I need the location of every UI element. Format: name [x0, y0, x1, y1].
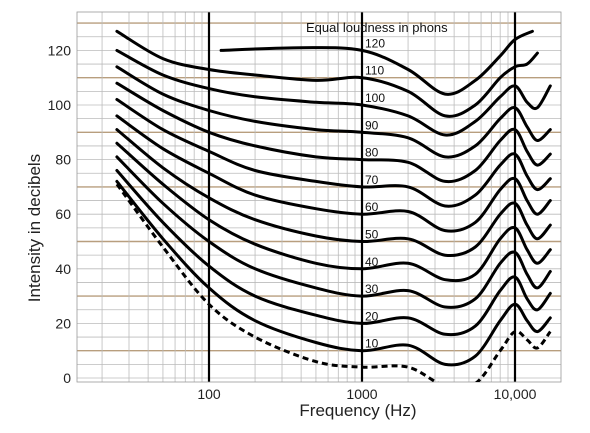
y-tick-label: 0 [63, 370, 71, 386]
phon-label: 20 [365, 309, 379, 323]
curve-70-phon [115, 98, 552, 208]
y-axis-label: Intensity in decibels [25, 154, 44, 302]
threshold-curve [115, 183, 552, 382]
curve-30-phon [115, 155, 552, 309]
phon-label: 50 [365, 228, 379, 242]
y-tick-label: 20 [55, 315, 71, 331]
x-tick-label: 100 [197, 386, 221, 402]
curve-60-phon [115, 114, 552, 233]
curve-90-phon [115, 65, 552, 159]
phon-label: 90 [365, 118, 379, 132]
x-axis-ticks: 100 1000 10,000 [197, 386, 536, 402]
phon-label: 80 [365, 146, 379, 160]
y-tick-label: 40 [55, 261, 71, 277]
curve-110-phon [115, 29, 539, 118]
y-tick-label: 80 [55, 152, 71, 168]
curve-80-phon [115, 81, 552, 184]
phon-label: 10 [365, 337, 379, 351]
curve-100-phon [115, 48, 552, 137]
chart-title: Equal loudness in phons [306, 20, 448, 35]
x-tick-label: 10,000 [494, 386, 537, 402]
phon-label: 60 [365, 200, 379, 214]
y-tick-label: 120 [48, 42, 72, 58]
phon-label: 100 [365, 91, 385, 105]
y-axis-ticks: 0 20 40 60 80 100 120 [48, 42, 72, 386]
phon-label: 110 [365, 64, 384, 78]
loudness-curves [115, 29, 552, 382]
x-axis-label: Frequency (Hz) [299, 401, 416, 420]
y-tick-label: 60 [55, 206, 71, 222]
y-tick-label: 100 [48, 97, 72, 113]
plot-frame [76, 11, 562, 383]
phon-labels: 120 110 100 90 80 70 60 50 40 30 20 10 [365, 36, 385, 350]
phon-label: 120 [365, 36, 385, 50]
curve-40-phon [115, 141, 552, 283]
curve-50-phon [115, 128, 552, 257]
phon-label: 70 [365, 173, 379, 187]
curve-10-phon [115, 179, 552, 367]
phon-label: 40 [365, 255, 379, 269]
curve-20-phon [115, 169, 552, 337]
curve-120-phon [219, 29, 534, 96]
x-tick-label: 1000 [346, 386, 377, 402]
phon-label: 30 [365, 282, 379, 296]
